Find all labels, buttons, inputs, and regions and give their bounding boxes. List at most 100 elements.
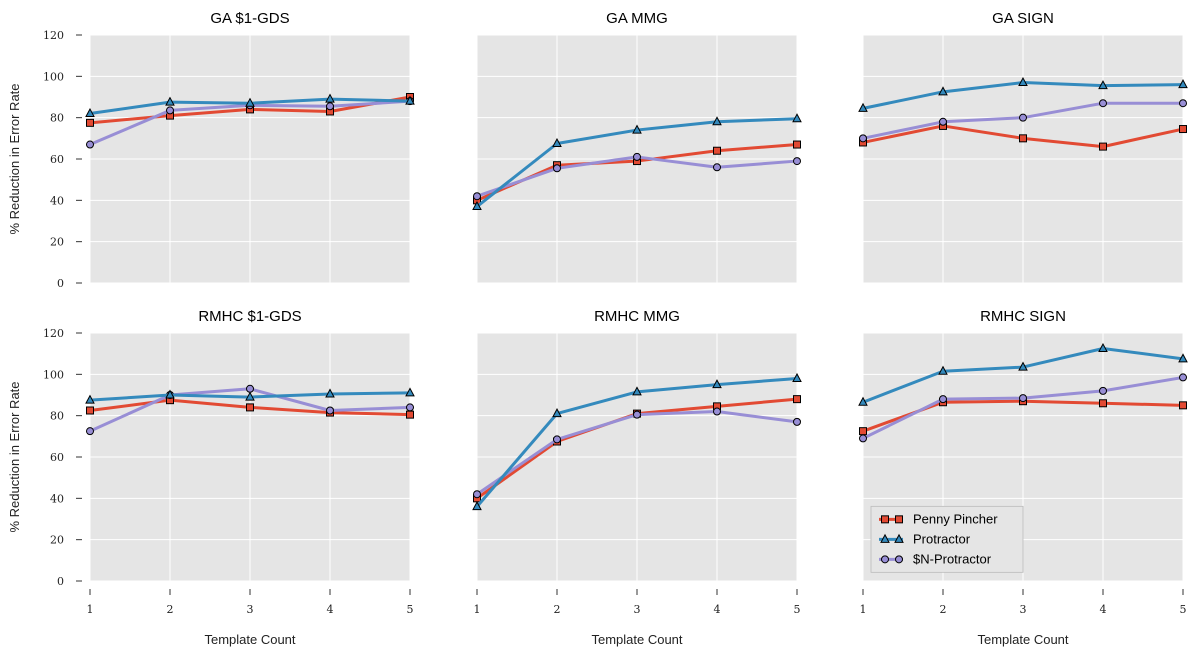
data-point-protractor bbox=[792, 113, 802, 123]
y-axis-label: % Reduction in Error Rate bbox=[7, 83, 22, 234]
legend-marker bbox=[895, 555, 903, 564]
data-point-protractor bbox=[632, 124, 642, 134]
y-tick-label: 120 bbox=[43, 327, 64, 340]
data-point-n-protractor bbox=[406, 403, 414, 412]
data-point-n-protractor bbox=[553, 435, 561, 444]
data-point-n-protractor bbox=[633, 152, 641, 161]
panel-ga-sign: GA SIGN bbox=[858, 10, 1188, 284]
data-point-n-protractor bbox=[633, 410, 641, 419]
data-point-n-protractor bbox=[326, 406, 334, 415]
y-tick-label: 120 bbox=[43, 29, 64, 42]
panel-title: GA $1-GDS bbox=[210, 10, 289, 27]
data-point-protractor bbox=[165, 96, 175, 106]
data-point-protractor bbox=[552, 137, 562, 147]
y-tick-label: 20 bbox=[50, 534, 64, 547]
data-point-protractor bbox=[1178, 79, 1188, 89]
x-tick-label: 3 bbox=[1020, 603, 1027, 616]
y-axis-label: % Reduction in Error Rate bbox=[7, 381, 22, 532]
series-protractor bbox=[472, 113, 802, 211]
series-penny-pincher bbox=[86, 93, 414, 127]
data-point-n-protractor bbox=[553, 164, 561, 173]
data-point-penny-pincher bbox=[86, 118, 94, 127]
data-point-protractor bbox=[85, 107, 95, 118]
y-tick-label: 0 bbox=[57, 277, 64, 290]
x-axis-label: Template Count bbox=[591, 632, 682, 647]
x-axis-label: Template Count bbox=[204, 632, 295, 647]
y-tick-label: 60 bbox=[50, 451, 64, 464]
x-tick-label: 3 bbox=[634, 603, 641, 616]
data-point-protractor bbox=[1098, 80, 1108, 90]
data-point-protractor bbox=[552, 408, 562, 418]
series-n-protractor bbox=[86, 384, 414, 436]
data-point-protractor bbox=[712, 379, 722, 389]
series-n-protractor bbox=[473, 152, 801, 201]
data-point-penny-pincher bbox=[246, 403, 254, 412]
data-point-n-protractor bbox=[939, 117, 947, 126]
data-point-protractor bbox=[938, 365, 948, 375]
x-tick-label: 1 bbox=[474, 603, 481, 616]
legend-item-penny-pincher: Penny Pincher bbox=[879, 511, 998, 526]
data-point-protractor bbox=[85, 394, 95, 404]
x-tick-label: 4 bbox=[714, 603, 721, 616]
data-point-protractor bbox=[938, 86, 948, 96]
data-point-penny-pincher bbox=[793, 395, 801, 404]
data-point-protractor bbox=[858, 102, 868, 112]
y-tick-label: 60 bbox=[50, 153, 64, 166]
data-point-penny-pincher bbox=[86, 406, 94, 415]
x-tick-label: 2 bbox=[940, 603, 947, 616]
x-axis-label: Template Count bbox=[977, 632, 1068, 647]
legend-marker bbox=[895, 515, 903, 524]
data-point-protractor bbox=[712, 116, 722, 126]
data-point-protractor bbox=[632, 386, 642, 396]
data-point-n-protractor bbox=[1019, 113, 1027, 122]
series-protractor bbox=[85, 387, 415, 404]
legend-item-protractor: Protractor bbox=[879, 531, 971, 546]
data-point-n-protractor bbox=[859, 434, 867, 443]
data-point-protractor bbox=[245, 97, 255, 107]
y-tick-label: 0 bbox=[57, 575, 64, 588]
x-tick-label: 1 bbox=[860, 603, 867, 616]
panel-ga-1-gds: GA $1-GDS 0 20 40 60 80 100 120 % Reduction in E… bbox=[7, 10, 415, 290]
data-point-n-protractor bbox=[1179, 373, 1187, 382]
legend-label: Penny Pincher bbox=[913, 511, 998, 526]
x-tick-label: 4 bbox=[327, 603, 334, 616]
data-point-protractor bbox=[405, 387, 415, 397]
data-point-n-protractor bbox=[473, 192, 481, 201]
data-point-n-protractor bbox=[246, 384, 254, 393]
x-tick-label: 4 bbox=[1100, 603, 1107, 616]
data-point-protractor bbox=[1178, 353, 1188, 363]
data-point-n-protractor bbox=[326, 102, 334, 111]
data-point-penny-pincher bbox=[1019, 134, 1027, 143]
data-point-protractor bbox=[472, 501, 482, 511]
series-protractor bbox=[858, 342, 1188, 406]
y-tick-label: 80 bbox=[50, 410, 64, 423]
data-point-protractor bbox=[858, 396, 868, 406]
legend-label: $N-Protractor bbox=[913, 551, 992, 566]
data-point-protractor bbox=[792, 372, 802, 382]
data-point-n-protractor bbox=[1179, 99, 1187, 108]
data-point-penny-pincher bbox=[1099, 142, 1107, 151]
legend-marker bbox=[881, 515, 889, 524]
panel-rmhc-1-gds: RMHC $1-GDS 0 20 40 60 80 100 120 % Reduction in… bbox=[7, 308, 415, 647]
panel-rmhc-mmg: RMHC MMG 1 2 3 4 5 Template Count bbox=[472, 308, 802, 647]
legend-marker bbox=[881, 555, 889, 564]
data-point-protractor bbox=[325, 93, 335, 103]
data-point-protractor bbox=[325, 388, 335, 398]
data-point-penny-pincher bbox=[1179, 401, 1187, 410]
data-point-protractor bbox=[165, 389, 175, 399]
panel-ga-mmg: GA MMG bbox=[472, 10, 802, 284]
panel-title: GA SIGN bbox=[992, 10, 1054, 27]
data-point-n-protractor bbox=[793, 157, 801, 166]
panel-title: GA MMG bbox=[606, 10, 668, 27]
y-tick-label: 100 bbox=[43, 70, 64, 83]
x-tick-label: 5 bbox=[407, 603, 414, 616]
data-point-penny-pincher bbox=[406, 410, 414, 419]
series-protractor bbox=[858, 76, 1188, 112]
y-tick-label: 20 bbox=[50, 236, 64, 249]
panel-title: RMHC SIGN bbox=[980, 308, 1066, 325]
series-n-protractor bbox=[859, 99, 1187, 143]
series-n-protractor bbox=[473, 407, 801, 499]
panel-title: RMHC $1-GDS bbox=[198, 308, 301, 325]
x-tick-label: 2 bbox=[167, 603, 174, 616]
legend-marker bbox=[894, 533, 904, 543]
